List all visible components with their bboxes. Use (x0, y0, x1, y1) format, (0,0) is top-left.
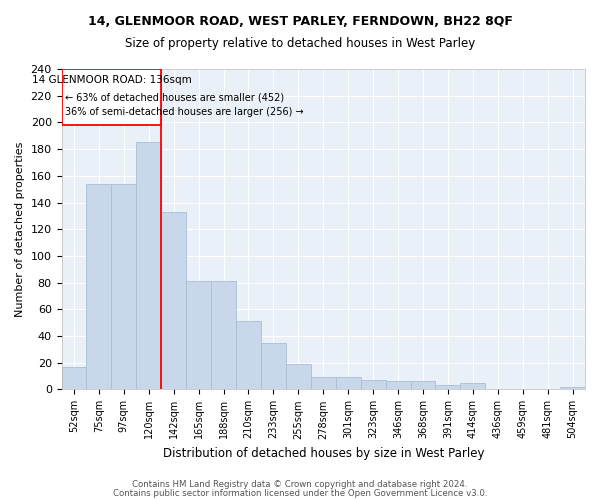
Text: Contains public sector information licensed under the Open Government Licence v3: Contains public sector information licen… (113, 488, 487, 498)
Bar (336, 378, 361, 390)
Bar (161, 212, 186, 390)
Y-axis label: Number of detached properties: Number of detached properties (15, 142, 25, 317)
Bar (186, 282, 211, 390)
Bar (112, 184, 136, 390)
Text: ← 63% of detached houses are smaller (452): ← 63% of detached houses are smaller (45… (65, 92, 284, 102)
Bar (236, 322, 261, 390)
Bar (86, 184, 112, 390)
Bar (460, 383, 485, 390)
Bar (436, 386, 460, 390)
Bar (62, 366, 86, 390)
Bar (261, 342, 286, 390)
Bar (361, 380, 386, 390)
Text: Size of property relative to detached houses in West Parley: Size of property relative to detached ho… (125, 38, 475, 51)
Text: 14, GLENMOOR ROAD, WEST PARLEY, FERNDOWN, BH22 8QF: 14, GLENMOOR ROAD, WEST PARLEY, FERNDOWN… (88, 15, 512, 28)
Text: 36% of semi-detached houses are larger (256) →: 36% of semi-detached houses are larger (… (65, 108, 304, 118)
Bar (386, 382, 410, 390)
Bar (560, 387, 585, 390)
Text: Contains HM Land Registry data © Crown copyright and database right 2024.: Contains HM Land Registry data © Crown c… (132, 480, 468, 489)
Bar (136, 142, 161, 390)
Bar (311, 378, 336, 390)
Bar (410, 382, 436, 390)
Bar (286, 364, 311, 390)
Text: 14 GLENMOOR ROAD: 136sqm: 14 GLENMOOR ROAD: 136sqm (32, 75, 191, 85)
X-axis label: Distribution of detached houses by size in West Parley: Distribution of detached houses by size … (163, 447, 484, 460)
FancyBboxPatch shape (62, 69, 161, 125)
Bar (211, 282, 236, 390)
